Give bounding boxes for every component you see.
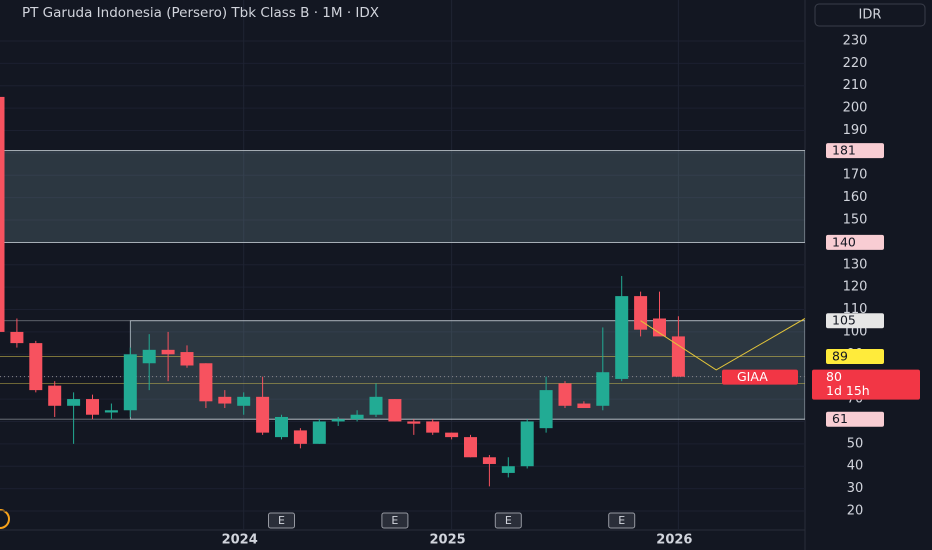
- price-tag: [826, 234, 884, 250]
- candle-body: [520, 421, 534, 467]
- current-price-label: 80: [826, 369, 842, 384]
- candle-body: [161, 349, 175, 355]
- y-tick-label: 220: [843, 56, 868, 71]
- candle-body: [123, 354, 137, 411]
- price-tag-label: 181: [832, 143, 856, 158]
- x-tick-label: 2026: [656, 533, 692, 548]
- candle-body: [558, 383, 572, 406]
- y-tick-label: 170: [843, 168, 868, 183]
- candle-body: [577, 403, 591, 409]
- candle-body: [275, 416, 288, 438]
- event-marker[interactable]: [381, 512, 409, 529]
- event-marker[interactable]: [608, 512, 636, 529]
- event-label: E: [618, 514, 625, 527]
- candle-body: [369, 396, 383, 415]
- candle-body: [653, 318, 666, 337]
- event-marker[interactable]: [494, 512, 522, 529]
- price-tag-label: 105: [832, 313, 856, 328]
- candle-body: [0, 96, 5, 332]
- symbol-label: GIAA: [737, 369, 768, 384]
- price-tag-label: 61: [832, 411, 848, 426]
- countdown-label: 1d 15h: [826, 383, 870, 398]
- candle-body: [615, 296, 629, 379]
- y-tick-label: 200: [843, 101, 868, 116]
- candle-body: [312, 421, 326, 444]
- candle-body: [180, 352, 194, 366]
- price-tag: [826, 411, 884, 427]
- price-tag: [826, 143, 884, 159]
- y-tick-label: 50: [847, 436, 864, 451]
- chart-title: PT Garuda Indonesia (Persero) Tbk Class …: [22, 5, 379, 21]
- candle-body: [331, 419, 345, 422]
- candle-body: [86, 399, 99, 415]
- y-tick-label: 130: [843, 257, 868, 272]
- candle-body: [67, 399, 81, 406]
- candle-body: [501, 466, 515, 473]
- currency: IDR: [859, 8, 882, 23]
- y-tick-label: 190: [843, 123, 868, 138]
- candle-body: [10, 331, 24, 344]
- candle-body: [634, 296, 648, 330]
- candle-body: [671, 336, 685, 377]
- currency-box[interactable]: [814, 3, 926, 27]
- candle-body: [218, 396, 232, 404]
- event-label: E: [278, 514, 285, 527]
- candle-body: [48, 385, 62, 406]
- candle-body: [539, 390, 553, 429]
- x-tick-label: 2025: [430, 533, 466, 548]
- candle-body: [237, 396, 251, 406]
- plot: [0, 0, 805, 530]
- zone: [129, 320, 805, 420]
- y-tick-label: 40: [847, 459, 864, 474]
- y-tick-label: 160: [843, 190, 868, 205]
- projection-line: [640, 318, 805, 371]
- candle-body: [29, 343, 43, 391]
- candle-body: [350, 414, 364, 420]
- candle-body: [256, 396, 270, 433]
- candle-body: [142, 349, 156, 364]
- y-tick-label: 230: [843, 33, 868, 48]
- candle-body: [388, 399, 402, 422]
- price-tag: [826, 349, 884, 365]
- event-marker[interactable]: [268, 512, 295, 529]
- zone: [0, 150, 805, 243]
- symbol-tag: [722, 369, 798, 385]
- candle-body: [104, 410, 118, 413]
- candle-body: [482, 457, 496, 464]
- price-tag-label: 89: [832, 349, 848, 364]
- candle-body: [407, 421, 421, 424]
- event-label: E: [505, 514, 512, 527]
- candle-body: [445, 432, 459, 438]
- current-price-tag: [812, 369, 920, 400]
- y-tick-label: 20: [847, 503, 864, 518]
- y-tick-label: 210: [843, 78, 868, 93]
- price-tag-label: 140: [832, 234, 856, 249]
- x-tick-label: 2024: [222, 533, 258, 548]
- event-label: E: [391, 514, 398, 527]
- y-tick-label: 120: [843, 280, 868, 295]
- session-icon: [0, 509, 10, 529]
- candle-body: [293, 430, 307, 444]
- candle-body: [464, 437, 477, 458]
- candle-body: [426, 421, 440, 433]
- candle-body: [596, 372, 610, 406]
- price-tag: [826, 313, 884, 329]
- y-tick-label: 30: [847, 481, 864, 496]
- candle-body: [199, 363, 213, 402]
- y-tick-label: 150: [843, 213, 868, 228]
